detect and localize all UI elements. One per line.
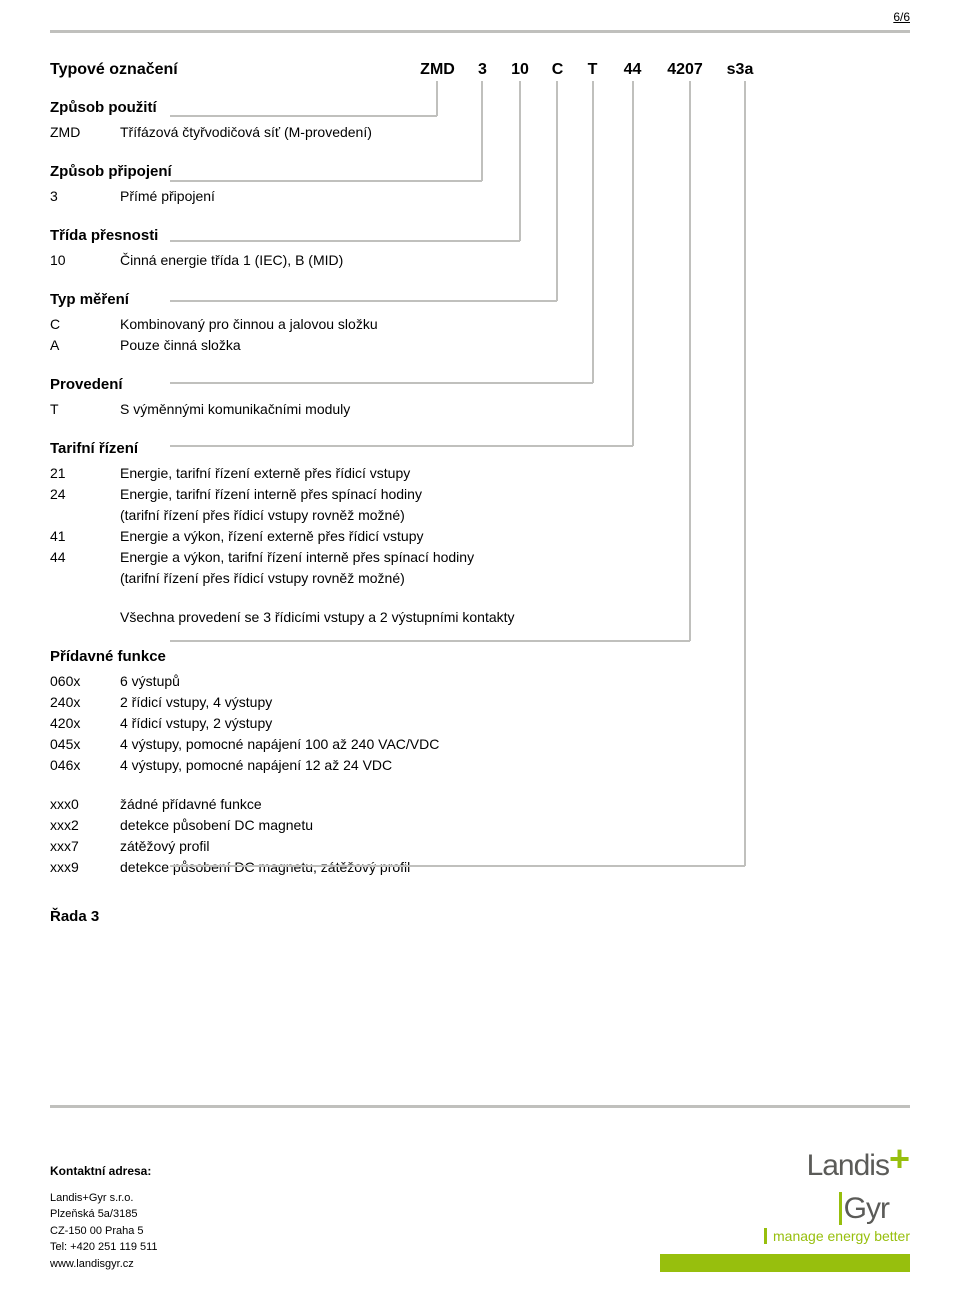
series-title: Řada 3 (50, 908, 910, 925)
definition-key: 24 (50, 484, 120, 505)
definition-value: žádné přídavné funkce (120, 794, 910, 815)
code-cell: 4207 (655, 61, 715, 79)
definition-row: ZMDTřífázová čtyřvodičová síť (M-provede… (50, 122, 910, 143)
definition-row: 21Energie, tarifní řízení externě přes ř… (50, 463, 910, 484)
logo-plus-icon: + (889, 1138, 910, 1179)
definition-key (50, 568, 120, 589)
definition-value: Energie, tarifní řízení externě přes říd… (120, 463, 910, 484)
code-cells: ZMD 3 10 C T 44 4207 s3a (410, 61, 765, 79)
definition-row: 44Energie a výkon, tarifní řízení intern… (50, 547, 910, 568)
definition-row: 046x4 výstupy, pomocné napájení 12 až 24… (50, 755, 910, 776)
contact-line: www.landisgyr.cz (50, 1256, 158, 1273)
section-title: Způsob připojení (50, 163, 910, 180)
definition-key: 060x (50, 671, 120, 692)
definition-row: 41Energie a výkon, řízení externě přes ř… (50, 526, 910, 547)
definition-value: (tarifní řízení přes řídicí vstupy rovně… (120, 505, 910, 526)
code-cell: C (540, 61, 575, 79)
logo-bar (660, 1254, 910, 1272)
code-cell: T (575, 61, 610, 79)
contact-line: CZ-150 00 Praha 5 (50, 1223, 158, 1240)
definition-key: xxx7 (50, 836, 120, 857)
definition-value: (tarifní řízení přes řídicí vstupy rovně… (120, 568, 910, 589)
definition-row: CKombinovaný pro činnou a jalovou složku (50, 314, 910, 335)
code-cell: 44 (610, 61, 655, 79)
definition-row: APouze činná složka (50, 335, 910, 356)
definition-key: 21 (50, 463, 120, 484)
contact-block: Kontaktní adresa: Landis+Gyr s.r.o. Plze… (50, 1162, 158, 1273)
code-cell: s3a (715, 61, 765, 79)
top-rule (50, 30, 910, 33)
definition-value: 6 výstupů (120, 671, 910, 692)
logo-tagline: manage energy better (764, 1228, 910, 1244)
contact-title: Kontaktní adresa: (50, 1162, 158, 1180)
definition-value: 4 výstupy, pomocné napájení 12 až 24 VDC (120, 755, 910, 776)
definition-key: xxx0 (50, 794, 120, 815)
section-title: Typ měření (50, 291, 910, 308)
definition-key: 44 (50, 547, 120, 568)
definition-row: xxx0žádné přídavné funkce (50, 794, 910, 815)
definition-row: (tarifní řízení přes řídicí vstupy rovně… (50, 568, 910, 589)
logo-brand2: Gyr (839, 1192, 889, 1225)
definition-value: Energie a výkon, řízení externě přes říd… (120, 526, 910, 547)
definition-value: Třífázová čtyřvodičová síť (M-provedení) (120, 122, 910, 143)
page-number: 6/6 (893, 10, 910, 24)
logo: Landis+ Gyr+ manage energy better (660, 1138, 910, 1272)
definition-key: xxx9 (50, 857, 120, 878)
definition-row: TS výměnnými komunikačními moduly (50, 399, 910, 420)
definition-value: Energie, tarifní řízení interně přes spí… (120, 484, 910, 505)
definition-key: C (50, 314, 120, 335)
definition-key: T (50, 399, 120, 420)
definition-key (50, 505, 120, 526)
definition-value: S výměnnými komunikačními moduly (120, 399, 910, 420)
definition-key: 41 (50, 526, 120, 547)
contact-line: Tel: +420 251 119 511 (50, 1239, 158, 1256)
definition-value: Činná energie třída 1 (IEC), B (MID) (120, 250, 910, 271)
definition-key: A (50, 335, 120, 356)
code-label: Typové označení (50, 61, 410, 79)
note-line: Všechna provedení se 3 řídicími vstupy a… (120, 607, 910, 628)
definition-key: ZMD (50, 122, 120, 143)
code-cell: 10 (500, 61, 540, 79)
definition-key: 240x (50, 692, 120, 713)
section-title: Způsob použití (50, 99, 910, 116)
definition-row: xxx2detekce působení DC magnetu (50, 815, 910, 836)
definition-value: zátěžový profil (120, 836, 910, 857)
code-cell: 3 (465, 61, 500, 79)
contact-line: Plzeňská 5a/3185 (50, 1206, 158, 1223)
definition-row: 10Činná energie třída 1 (IEC), B (MID) (50, 250, 910, 271)
contact-line: Landis+Gyr s.r.o. (50, 1190, 158, 1207)
definition-row: 24Energie, tarifní řízení interně přes s… (50, 484, 910, 505)
definition-row: 060x6 výstupů (50, 671, 910, 692)
definition-value: Energie a výkon, tarifní řízení interně … (120, 547, 910, 568)
definition-key: 045x (50, 734, 120, 755)
definition-row: 045x4 výstupy, pomocné napájení 100 až 2… (50, 734, 910, 755)
definition-key: 3 (50, 186, 120, 207)
definition-row: xxx7zátěžový profil (50, 836, 910, 857)
section-title: Provedení (50, 376, 910, 393)
definition-row: 420x4 řídicí vstupy, 2 výstupy (50, 713, 910, 734)
definition-value: Přímé připojení (120, 186, 910, 207)
logo-brand1: Landis (807, 1149, 889, 1182)
definition-key: 046x (50, 755, 120, 776)
definition-key: xxx2 (50, 815, 120, 836)
definition-row: 3Přímé připojení (50, 186, 910, 207)
definition-key: 420x (50, 713, 120, 734)
addons-title: Přídavné funkce (50, 648, 910, 665)
definition-value: 4 řídicí vstupy, 2 výstupy (120, 713, 910, 734)
definition-value: 2 řídicí vstupy, 4 výstupy (120, 692, 910, 713)
section-title: Třída přesnosti (50, 227, 910, 244)
definition-row: 240x2 řídicí vstupy, 4 výstupy (50, 692, 910, 713)
definition-value: detekce působení DC magnetu (120, 815, 910, 836)
section-title: Tarifní řízení (50, 440, 910, 457)
definition-row: (tarifní řízení přes řídicí vstupy rovně… (50, 505, 910, 526)
definition-value: Pouze činná složka (120, 335, 910, 356)
code-row: Typové označení ZMD 3 10 C T 44 4207 s3a (50, 61, 910, 79)
definition-row: xxx9detekce působení DC magnetu, zátěžov… (50, 857, 910, 878)
definition-value: Kombinovaný pro činnou a jalovou složku (120, 314, 910, 335)
definition-key: 10 (50, 250, 120, 271)
definition-value: 4 výstupy, pomocné napájení 100 až 240 V… (120, 734, 910, 755)
code-cell: ZMD (410, 61, 465, 79)
definition-value: detekce působení DC magnetu, zátěžový pr… (120, 857, 910, 878)
footer-rule (50, 1105, 910, 1108)
